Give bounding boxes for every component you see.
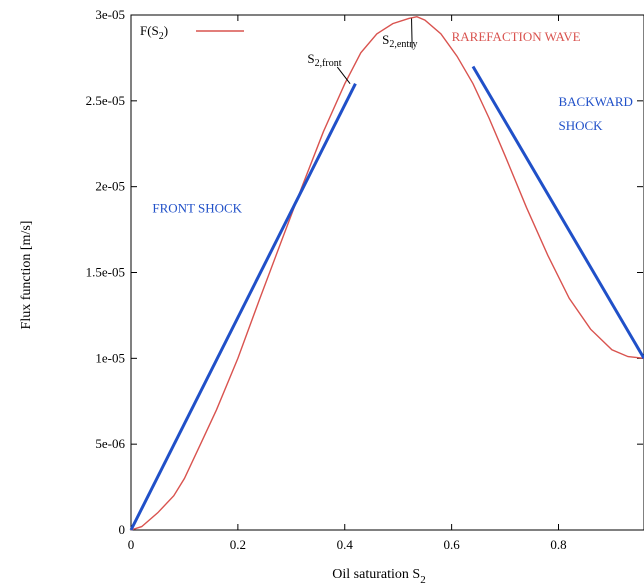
backward-shock-line [471,65,644,360]
x-tick-label: 0.4 [337,537,354,552]
annotation-label: S2,front [307,51,341,69]
y-tick-label: 0 [119,522,126,537]
x-tick-label: 0.6 [444,537,461,552]
y-tick-label: 1.5e-05 [86,265,125,280]
tick-group: 0 0.2 0.4 0.6 0.8 0 5e-06 1e-05 1.5e-05 2e-05 2.5e… [86,7,643,552]
flux-curve [130,15,644,531]
plot-frame [130,14,644,531]
y-tick-label: 3e-05 [95,7,125,22]
annotation-label: FRONT SHOCK [152,200,242,215]
axes-frame [130,14,644,531]
annotation-group: S2,front S2,entry RAREFACTION WAVE BACKWARD… [152,18,633,215]
annotation-leader [411,18,413,49]
x-tick-label: 0.8 [550,537,566,552]
series-group [129,15,644,531]
y-tick-label: 1e-05 [95,350,125,365]
front-shock-line [129,82,357,531]
legend-label: F(S2) [140,23,168,42]
annotation-label: SHOCK [559,118,604,133]
annotation-label: BACKWARD [559,94,633,109]
annotation-label: RAREFACTION WAVE [452,29,581,44]
annotation-label: S2,entry [382,32,417,50]
y-tick-label: 2e-05 [95,179,125,194]
x-axis-label: Oil saturation S2 [332,567,425,586]
x-tick-label: 0.2 [230,537,246,552]
y-tick-label: 2.5e-05 [86,93,125,108]
y-tick-label: 5e-06 [95,436,125,451]
annotation-leader [336,66,351,84]
y-axis-label: Flux function [m/s] [19,221,34,330]
legend: F(S2) [140,23,244,42]
x-tick-label: 0 [128,537,135,552]
